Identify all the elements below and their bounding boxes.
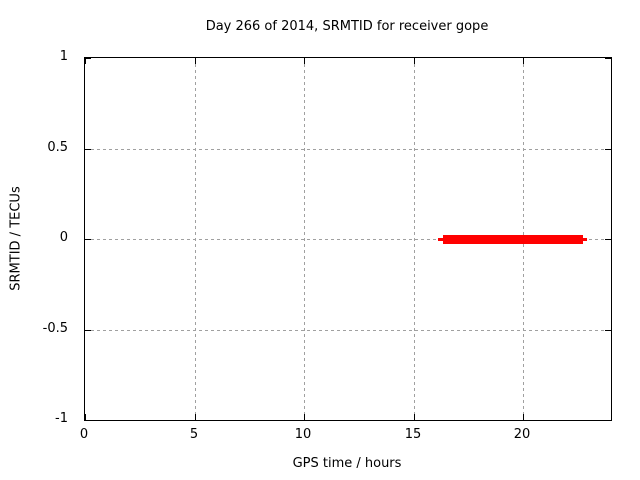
x-tick-label: 20 xyxy=(513,427,531,442)
x-tick xyxy=(195,414,196,420)
y-gridline xyxy=(85,239,611,240)
x-tick-label: 15 xyxy=(404,427,422,442)
y-tick xyxy=(605,58,611,59)
data-segment xyxy=(583,238,587,241)
x-tick xyxy=(414,414,415,420)
x-tick xyxy=(523,58,524,64)
x-tick-label: 5 xyxy=(189,427,199,442)
data-segment xyxy=(443,235,583,244)
y-tick xyxy=(85,239,91,240)
y-tick xyxy=(85,330,91,331)
x-axis-label: GPS time / hours xyxy=(292,456,402,471)
y-tick xyxy=(605,149,611,150)
y-tick-label: 0 xyxy=(59,230,68,245)
x-tick xyxy=(523,414,524,420)
x-tick xyxy=(414,58,415,64)
data-segment xyxy=(438,238,443,241)
chart-title: Day 266 of 2014, SRMTID for receiver gop… xyxy=(205,19,489,34)
y-gridline xyxy=(85,330,611,331)
x-tick xyxy=(304,414,305,420)
x-tick xyxy=(304,58,305,64)
y-tick-label: -0.5 xyxy=(42,321,68,336)
y-tick-label: 0.5 xyxy=(47,140,68,155)
x-tick xyxy=(85,58,86,64)
y-gridline xyxy=(85,149,611,150)
y-tick xyxy=(605,420,611,421)
x-tick xyxy=(85,414,86,420)
y-tick-label: 1 xyxy=(59,49,68,64)
y-tick xyxy=(85,149,91,150)
y-tick xyxy=(85,58,91,59)
y-tick-label: -1 xyxy=(55,411,68,426)
x-tick-label: 0 xyxy=(79,427,89,442)
y-tick xyxy=(605,330,611,331)
x-tick-label: 10 xyxy=(294,427,312,442)
x-tick xyxy=(195,58,196,64)
y-tick xyxy=(605,239,611,240)
plot-area xyxy=(84,57,612,421)
y-tick xyxy=(85,420,91,421)
